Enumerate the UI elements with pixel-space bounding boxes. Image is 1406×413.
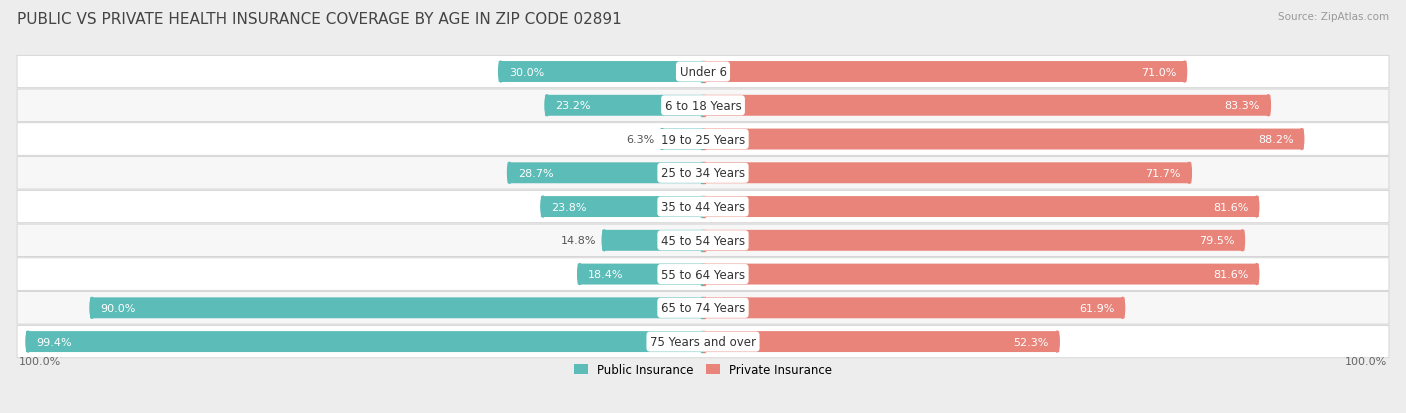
Text: 55 to 64 Years: 55 to 64 Years [661,268,745,281]
Text: 100.0%: 100.0% [1346,356,1388,366]
FancyBboxPatch shape [703,264,1258,285]
Bar [700,264,703,285]
Bar [703,331,706,352]
Text: 35 to 44 Years: 35 to 44 Years [661,201,745,214]
FancyBboxPatch shape [546,95,703,116]
Text: 90.0%: 90.0% [100,303,136,313]
Circle shape [90,298,94,318]
Text: 83.3%: 83.3% [1225,101,1260,111]
Bar [703,230,706,251]
Text: 28.7%: 28.7% [517,169,554,178]
Text: 19 to 25 Years: 19 to 25 Years [661,133,745,146]
Text: 14.8%: 14.8% [561,236,596,246]
Circle shape [541,197,546,218]
Text: Source: ZipAtlas.com: Source: ZipAtlas.com [1278,12,1389,22]
Circle shape [25,331,31,352]
Circle shape [1187,163,1191,184]
Bar [700,163,703,184]
Circle shape [546,95,550,116]
FancyBboxPatch shape [602,230,703,251]
Text: 25 to 34 Years: 25 to 34 Years [661,167,745,180]
Text: 65 to 74 Years: 65 to 74 Years [661,301,745,315]
Circle shape [1254,264,1258,285]
Circle shape [1299,129,1303,150]
FancyBboxPatch shape [703,62,1187,83]
Bar [703,129,706,150]
Bar [700,298,703,318]
Circle shape [1267,95,1271,116]
FancyBboxPatch shape [508,163,703,184]
FancyBboxPatch shape [25,331,703,352]
Bar [703,62,706,83]
Circle shape [1254,197,1258,218]
Text: 71.0%: 71.0% [1140,67,1177,77]
FancyBboxPatch shape [703,298,1125,318]
Text: 99.4%: 99.4% [37,337,72,347]
Text: 18.4%: 18.4% [588,269,623,279]
Circle shape [578,264,582,285]
Circle shape [1182,62,1187,83]
Bar [703,298,706,318]
Text: 100.0%: 100.0% [18,356,60,366]
Text: 61.9%: 61.9% [1078,303,1115,313]
Text: 81.6%: 81.6% [1213,269,1249,279]
Bar [700,62,703,83]
Bar [700,95,703,116]
FancyBboxPatch shape [541,197,703,218]
Circle shape [1054,331,1059,352]
FancyBboxPatch shape [703,331,1059,352]
FancyBboxPatch shape [703,129,1303,150]
Text: PUBLIC VS PRIVATE HEALTH INSURANCE COVERAGE BY AGE IN ZIP CODE 02891: PUBLIC VS PRIVATE HEALTH INSURANCE COVER… [17,12,621,27]
FancyBboxPatch shape [17,325,1389,358]
Circle shape [1240,230,1244,251]
Text: 79.5%: 79.5% [1199,236,1234,246]
Bar [700,230,703,251]
FancyBboxPatch shape [17,56,1389,88]
Circle shape [508,163,512,184]
Circle shape [602,230,606,251]
FancyBboxPatch shape [17,191,1389,223]
Text: 45 to 54 Years: 45 to 54 Years [661,234,745,247]
Bar [703,264,706,285]
Bar [700,197,703,218]
FancyBboxPatch shape [17,225,1389,257]
Text: 30.0%: 30.0% [509,67,544,77]
Text: 52.3%: 52.3% [1014,337,1049,347]
FancyBboxPatch shape [17,157,1389,190]
Bar [703,95,706,116]
FancyBboxPatch shape [17,90,1389,122]
Circle shape [1121,298,1125,318]
Text: 6 to 18 Years: 6 to 18 Years [665,100,741,112]
Text: 23.8%: 23.8% [551,202,586,212]
Text: 75 Years and over: 75 Years and over [650,335,756,348]
Bar [703,163,706,184]
FancyBboxPatch shape [578,264,703,285]
FancyBboxPatch shape [17,258,1389,291]
FancyBboxPatch shape [17,123,1389,156]
Text: 81.6%: 81.6% [1213,202,1249,212]
FancyBboxPatch shape [703,163,1191,184]
FancyBboxPatch shape [90,298,703,318]
FancyBboxPatch shape [703,95,1271,116]
Text: 88.2%: 88.2% [1258,135,1294,145]
FancyBboxPatch shape [703,230,1244,251]
FancyBboxPatch shape [499,62,703,83]
Text: Under 6: Under 6 [679,66,727,79]
Text: 71.7%: 71.7% [1146,169,1181,178]
Bar [700,331,703,352]
Bar [700,129,703,150]
FancyBboxPatch shape [17,292,1389,324]
Text: 23.2%: 23.2% [555,101,591,111]
Circle shape [499,62,503,83]
Bar [703,197,706,218]
FancyBboxPatch shape [703,197,1258,218]
Text: 6.3%: 6.3% [626,135,655,145]
Legend: Public Insurance, Private Insurance: Public Insurance, Private Insurance [569,358,837,381]
FancyBboxPatch shape [659,129,703,150]
Circle shape [659,129,665,150]
